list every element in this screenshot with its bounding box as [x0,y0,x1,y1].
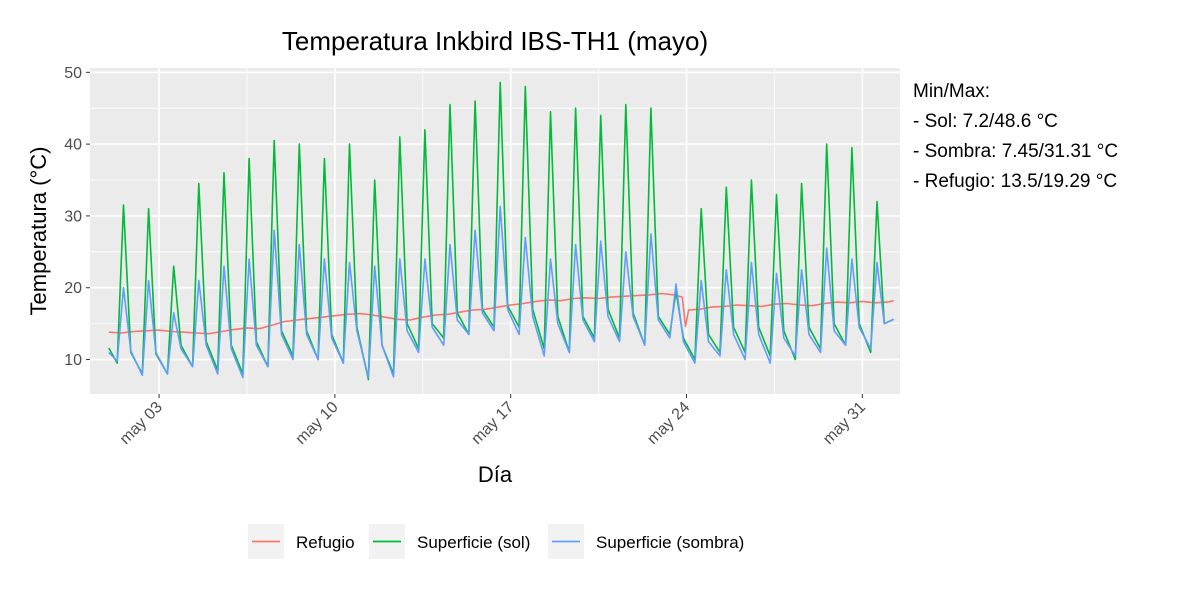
legend-label: Superficie (sombra) [596,533,744,552]
y-tick-label: 10 [64,352,82,369]
plot-panel [90,68,900,394]
x-tick-label: may 17 [468,399,517,448]
chart-title: Temperatura Inkbird IBS-TH1 (mayo) [282,26,708,56]
x-tick-label: may 31 [820,399,869,448]
legend: Refugio Superficie (sol) Superficie (sombr… [248,524,744,559]
y-axis-title: Temperatura (°C) [26,147,51,316]
annotation-line: - Sol: 7.2/48.6 °C [913,111,1058,132]
series-line-1 [108,81,895,381]
x-tick-label: may 10 [293,399,342,448]
legend-label: Superficie (sol) [417,533,530,552]
y-tick-label: 20 [64,280,82,297]
legend-label: Refugio [296,533,355,552]
x-tick-label: may 24 [644,399,693,448]
x-axis-title: Día [478,462,513,487]
y-tick-label: 50 [64,65,82,82]
annotation-line: - Refugio: 13.5/19.29 °C [913,171,1117,192]
series-layer [108,81,895,381]
x-tick-label: may 03 [117,399,166,448]
y-axis-ticks: 10 20 30 40 50 [64,65,90,369]
y-tick-label: 30 [64,208,82,225]
annotation-line: - Sombra: 7.45/31.31 °C [913,141,1118,162]
min-max-annotation: Min/Max: - Sol: 7.2/48.6 °C - Sombra: 7.45… [913,81,1118,192]
series-line-2 [108,205,895,379]
annotation-line: Min/Max: [913,81,990,102]
y-tick-label: 40 [64,137,82,154]
x-axis-ticks: may 03 may 10 may 17 may 24 may 31 [117,394,869,448]
